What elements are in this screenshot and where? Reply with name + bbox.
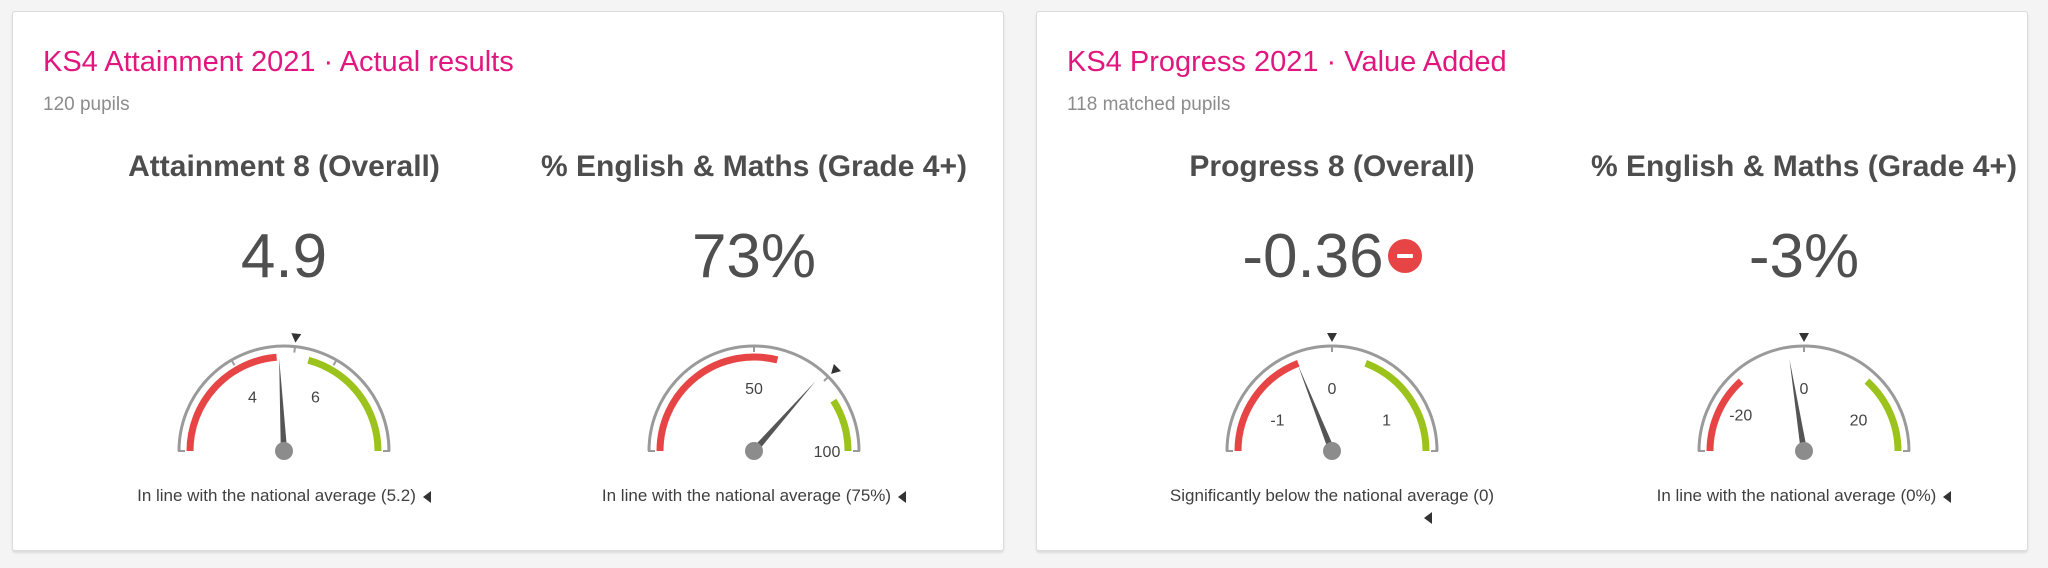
metric-caption: In line with the national average (5.2) xyxy=(49,486,519,506)
gauge-below-band xyxy=(1706,378,1744,452)
gauge-scale-label: 4 xyxy=(248,389,257,406)
gauge-needle xyxy=(1789,359,1808,452)
gauge-scale-label: 0 xyxy=(1328,381,1337,398)
gauge-below-band xyxy=(1234,359,1300,452)
national-average-marker xyxy=(1799,333,1809,342)
gauge-below-band xyxy=(656,353,779,452)
gauge-scale-label: 1 xyxy=(1382,413,1391,430)
gauge-tick xyxy=(332,358,338,366)
metric-value-text: 4.9 xyxy=(240,222,328,291)
card-title[interactable]: KS4 Attainment 2021 · Actual results xyxy=(43,46,514,78)
gauge-needle-hub xyxy=(1323,442,1341,460)
gauge-scale-label: -20 xyxy=(1729,408,1752,425)
national-average-marker xyxy=(831,364,841,374)
left-caret-icon[interactable] xyxy=(898,490,907,503)
gauge-scale-label: 6 xyxy=(311,389,320,406)
metric-caption: In line with the national average (75%) xyxy=(519,486,989,506)
left-caret-icon[interactable] xyxy=(1943,490,1952,503)
gauge-above-band xyxy=(1364,359,1430,452)
caption-text: In line with the national average (5.2) xyxy=(137,486,416,505)
minus-circle-icon xyxy=(1387,238,1422,273)
gauge-needle xyxy=(279,358,288,452)
caption-text: In line with the national average (75%) xyxy=(601,486,892,505)
gauge-needle-hub xyxy=(745,442,763,460)
metric-value-text: -0.36 xyxy=(1242,222,1384,291)
metric-title: Progress 8 (Overall) xyxy=(1189,150,1475,183)
metric-title: % English & Maths (Grade 4+) xyxy=(1591,150,2017,183)
gauge-scale-label: 20 xyxy=(1850,413,1868,430)
gauge-scale-label: 100 xyxy=(814,444,841,461)
gauge-above-band xyxy=(1864,378,1902,452)
left-caret-icon[interactable] xyxy=(422,490,431,503)
national-average-marker xyxy=(1327,333,1337,342)
gauge-below-band xyxy=(186,353,277,452)
gauge-scale-label: 0 xyxy=(1800,381,1809,398)
metric-value: 73% xyxy=(519,222,989,292)
gauge-tick xyxy=(823,375,830,382)
gauge-needle-hub xyxy=(275,442,293,460)
card-title[interactable]: KS4 Progress 2021 · Value Added xyxy=(1067,46,1507,78)
national-average-marker xyxy=(291,333,302,343)
card-subtitle: 118 matched pupils xyxy=(1067,94,1231,115)
metric-value: 4.9 xyxy=(49,222,519,292)
gauge-needle xyxy=(751,381,816,454)
gauge-chart: -20 0 20 xyxy=(1697,333,1911,460)
gauge-scale-label: 50 xyxy=(745,381,763,398)
gauge-needle-hub xyxy=(1795,442,1813,460)
card-subtitle: 120 pupils xyxy=(43,94,130,115)
gauge-chart: -1 0 1 xyxy=(1225,333,1439,460)
metric-value-text: 73% xyxy=(691,222,817,291)
gauge-chart: 50 100 xyxy=(647,344,861,461)
gauge-scale-label: -1 xyxy=(1270,413,1284,430)
english-maths-progress-metric[interactable]: % English & Maths (Grade 4+) -3% -20 0 20 … xyxy=(1569,12,2039,550)
metric-value: -0.36 xyxy=(1097,222,1567,292)
metric-caption: Significantly below the national average… xyxy=(1097,486,1567,506)
english-maths-attainment-metric[interactable]: % English & Maths (Grade 4+) 73% 50 100 I… xyxy=(519,12,989,550)
progress8-metric[interactable]: Progress 8 (Overall) -0.36 -1 0 1 Signific… xyxy=(1097,12,1567,550)
gauge-tick xyxy=(230,358,236,366)
metric-caption: In line with the national average (0%) xyxy=(1569,486,2039,506)
caption-text: Significantly below the national average… xyxy=(1169,486,1495,505)
left-caret-icon[interactable] xyxy=(1424,512,1432,524)
metric-value-text: -3% xyxy=(1748,222,1860,291)
gauge-above-band xyxy=(307,356,382,452)
metric-title: Attainment 8 (Overall) xyxy=(128,150,440,183)
gauge-tick xyxy=(293,345,297,353)
gauge-outline-arc xyxy=(177,344,391,452)
attainment-card: KS4 Attainment 2021 · Actual results 120… xyxy=(12,11,1004,551)
metric-title: % English & Maths (Grade 4+) xyxy=(541,150,967,183)
gauge-above-band xyxy=(830,398,852,452)
caption-text: In line with the national average (0%) xyxy=(1656,486,1937,505)
gauge-outline-arc xyxy=(647,344,861,452)
progress-card: KS4 Progress 2021 · Value Added 118 matc… xyxy=(1036,11,2028,551)
gauge-outline-arc xyxy=(1225,344,1439,452)
gauge-needle xyxy=(1297,364,1335,453)
metric-value: -3% xyxy=(1569,222,2039,292)
